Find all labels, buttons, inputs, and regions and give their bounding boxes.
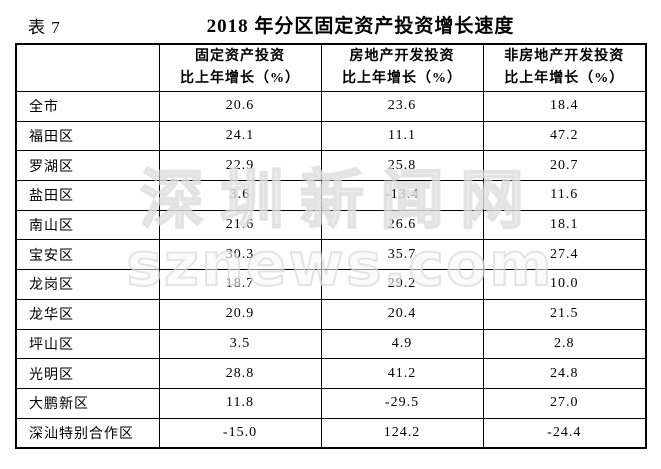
value-cell: 24.1 <box>158 120 322 152</box>
table-row: 坪山区 3.5 4.9 2.8 <box>15 328 647 360</box>
value-cell: 30.3 <box>158 239 322 271</box>
district-name-cell: 罗湖区 <box>15 150 160 182</box>
table-body: 全市 20.6 23.6 18.4 福田区 24.1 11.1 47.2 罗湖区 22.9 25.8… <box>15 91 647 449</box>
table-row: 福田区 24.1 11.1 47.2 <box>15 120 647 152</box>
table-label: 表 7 <box>28 18 61 37</box>
table-header-row: 固定资产投资 比上年增长（%） 房地产开发投资 比上年增长（%） 非房地产开发投… <box>15 43 647 92</box>
district-name-cell: 龙华区 <box>15 298 160 330</box>
value-cell: 3.5 <box>158 328 322 360</box>
value-cell: 11.1 <box>320 120 484 152</box>
table-row: 大鹏新区 11.8 -29.5 27.0 <box>15 387 647 419</box>
value-cell: 26.6 <box>320 209 484 241</box>
column-header-line1: 固定资产投资 <box>195 48 285 64</box>
column-header-non-real-estate-investment: 非房地产开发投资 比上年增长（%） <box>482 43 647 92</box>
value-cell: 41.2 <box>320 358 484 389</box>
value-cell: 18.1 <box>482 209 647 241</box>
value-cell: 4.9 <box>320 328 484 360</box>
table-row: 全市 20.6 23.6 18.4 <box>15 91 647 122</box>
value-cell: 21.5 <box>482 298 647 330</box>
value-cell: 27.0 <box>482 387 647 419</box>
value-cell: 11.8 <box>158 387 322 419</box>
value-cell: 20.9 <box>158 298 322 330</box>
district-name-cell: 坪山区 <box>15 328 160 360</box>
value-cell: 18.4 <box>482 91 647 122</box>
value-cell: 11.6 <box>482 180 647 211</box>
column-header-line1: 非房地产开发投资 <box>504 48 625 64</box>
value-cell: 28.8 <box>158 358 322 389</box>
table-row: 宝安区 30.3 35.7 27.4 <box>15 239 647 271</box>
district-name-cell: 龙岗区 <box>15 269 160 300</box>
table-row: 龙华区 20.9 20.4 21.5 <box>15 298 647 330</box>
value-cell: -13.4 <box>320 180 484 211</box>
value-cell: -29.5 <box>320 387 484 419</box>
district-name-cell: 大鹏新区 <box>15 387 160 419</box>
value-cell: 27.4 <box>482 239 647 271</box>
value-cell: 35.7 <box>320 239 484 271</box>
table-row: 龙岗区 18.7 29.2 10.0 <box>15 269 647 300</box>
district-name-cell: 福田区 <box>15 120 160 152</box>
value-cell: 21.6 <box>158 209 322 241</box>
column-header-real-estate-investment: 房地产开发投资 比上年增长（%） <box>320 43 484 92</box>
district-name-cell: 深汕特别合作区 <box>15 417 160 449</box>
district-name-cell: 光明区 <box>15 358 160 389</box>
value-cell: -24.4 <box>482 417 647 449</box>
table-row: 光明区 28.8 41.2 24.8 <box>15 358 647 389</box>
column-header-line2: 比上年增长（%） <box>504 71 625 86</box>
value-cell: 124.2 <box>320 417 484 449</box>
column-header-fixed-asset-investment: 固定资产投资 比上年增长（%） <box>158 43 322 92</box>
value-cell: 3.6 <box>158 180 322 211</box>
value-cell: 18.7 <box>158 269 322 300</box>
value-cell: 20.4 <box>320 298 484 330</box>
value-cell: -15.0 <box>158 417 322 449</box>
table-row: 罗湖区 22.9 25.8 20.7 <box>15 150 647 182</box>
corner-cell <box>15 43 160 92</box>
district-name-cell: 宝安区 <box>15 239 160 271</box>
column-header-line2: 比上年增长（%） <box>180 71 300 86</box>
value-cell: 47.2 <box>482 120 647 152</box>
data-table: 固定资产投资 比上年增长（%） 房地产开发投资 比上年增长（%） 非房地产开发投… <box>15 43 647 450</box>
value-cell: 20.7 <box>482 150 647 182</box>
district-name-cell: 全市 <box>15 91 160 122</box>
column-header-line2: 比上年增长（%） <box>342 71 462 86</box>
district-name-cell: 南山区 <box>15 209 160 241</box>
value-cell: 23.6 <box>320 91 484 122</box>
value-cell: 2.8 <box>482 328 647 360</box>
district-name-cell: 盐田区 <box>15 180 160 211</box>
table-row: 南山区 21.6 26.6 18.1 <box>15 209 647 241</box>
value-cell: 20.6 <box>158 91 322 122</box>
value-cell: 24.8 <box>482 358 647 389</box>
table-row: 深汕特别合作区 -15.0 124.2 -24.4 <box>15 417 647 449</box>
table-row: 盐田区 3.6 -13.4 11.6 <box>15 180 647 211</box>
page-title: 2018 年分区固定资产投资增长速度 <box>206 16 515 37</box>
column-header-line1: 房地产开发投资 <box>349 48 455 64</box>
value-cell: 29.2 <box>320 269 484 300</box>
value-cell: 25.8 <box>320 150 484 182</box>
value-cell: 22.9 <box>158 150 322 182</box>
value-cell: 10.0 <box>482 269 647 300</box>
